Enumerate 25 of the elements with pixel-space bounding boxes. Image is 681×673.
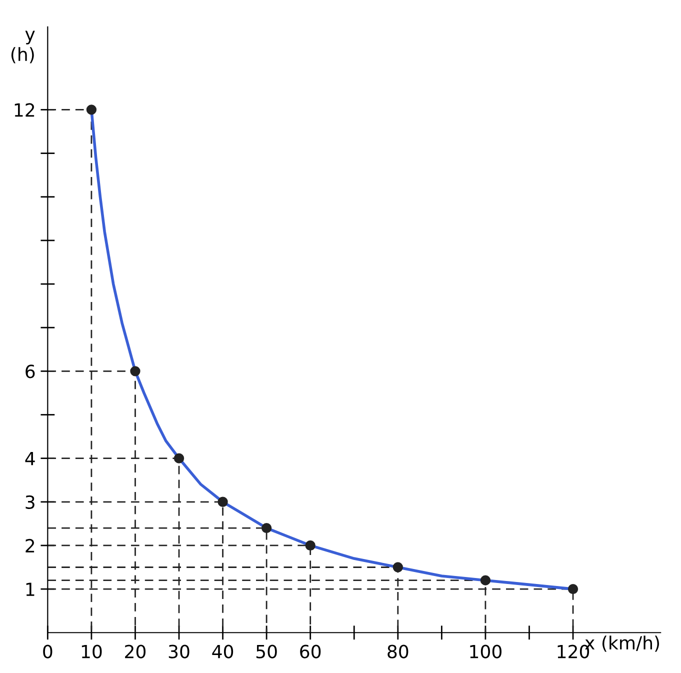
point bbox=[392, 562, 403, 572]
x-tick-label: 80 bbox=[388, 644, 408, 658]
x-tick-label: 100 bbox=[470, 644, 502, 658]
y-tick-label: 1 bbox=[26, 582, 34, 596]
y-tick-label: 6 bbox=[26, 364, 35, 378]
point bbox=[480, 575, 491, 586]
point bbox=[86, 104, 97, 115]
point bbox=[305, 540, 316, 551]
x-tick-label: 60 bbox=[300, 644, 321, 658]
point bbox=[174, 453, 184, 464]
point bbox=[261, 522, 272, 534]
point bbox=[218, 496, 228, 507]
y-tick-label: 4 bbox=[25, 452, 35, 466]
x-tick-label: 20 bbox=[125, 644, 146, 658]
x-tick-label: 0 bbox=[43, 644, 52, 658]
y-tick-label: 3 bbox=[26, 495, 34, 510]
x-tick-label: 40 bbox=[212, 644, 234, 658]
y-tick-label: 12 bbox=[14, 103, 34, 117]
point bbox=[130, 366, 140, 376]
y-axis-title: y (h) bbox=[11, 30, 35, 64]
point bbox=[568, 584, 578, 594]
x-tick-label: 10 bbox=[82, 644, 102, 658]
x-tick-label: 50 bbox=[256, 644, 277, 658]
x-tick-label: 30 bbox=[168, 644, 190, 658]
y-tick-label: 2 bbox=[26, 538, 34, 552]
